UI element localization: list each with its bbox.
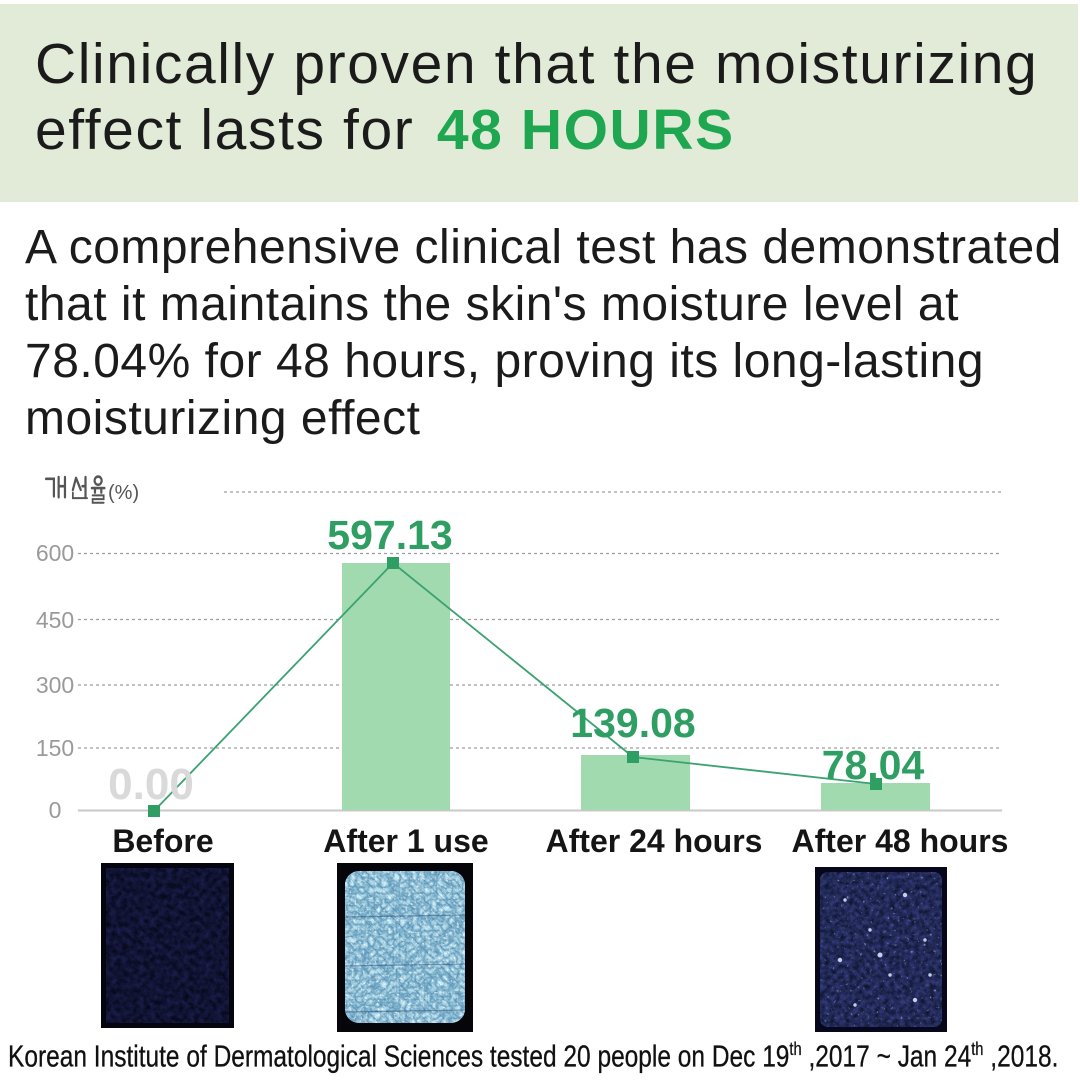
svg-text:Before: Before bbox=[112, 823, 213, 859]
svg-text:150: 150 bbox=[36, 735, 74, 761]
svg-text:139.08: 139.08 bbox=[570, 700, 695, 746]
svg-text:0: 0 bbox=[49, 797, 62, 823]
svg-text:597.13: 597.13 bbox=[327, 512, 452, 558]
svg-text:After 24 hours: After 24 hours bbox=[546, 823, 763, 859]
svg-text:(%): (%) bbox=[108, 482, 139, 504]
svg-text:450: 450 bbox=[36, 607, 74, 633]
svg-text:600: 600 bbox=[36, 540, 74, 566]
svg-text:78.04: 78.04 bbox=[822, 742, 925, 788]
svg-text:After 48 hours: After 48 hours bbox=[792, 823, 1009, 859]
svg-text:After 1 use: After 1 use bbox=[323, 823, 488, 859]
svg-text:300: 300 bbox=[36, 672, 74, 698]
svg-text:0.00: 0.00 bbox=[108, 760, 194, 809]
